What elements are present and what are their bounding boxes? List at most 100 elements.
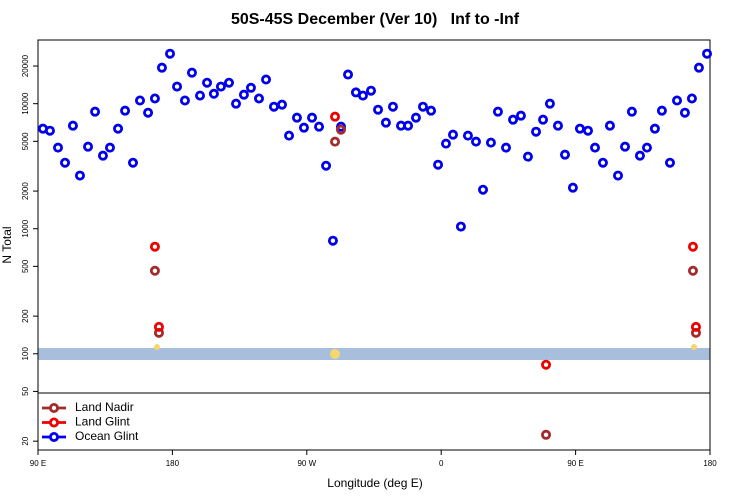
point	[455, 221, 466, 232]
point	[687, 265, 698, 276]
point	[245, 82, 256, 93]
y-tick-label: 2000	[21, 182, 30, 200]
point	[417, 101, 428, 112]
point	[440, 138, 451, 149]
y-tick-label: 20	[21, 436, 30, 445]
point	[202, 77, 213, 88]
point	[686, 93, 697, 104]
y-tick-label: 50	[21, 386, 30, 395]
point	[597, 157, 608, 168]
point	[238, 89, 249, 100]
point	[261, 74, 272, 85]
legend-swatch	[49, 402, 60, 413]
point	[492, 106, 503, 117]
point	[671, 95, 682, 106]
point	[149, 93, 160, 104]
point	[544, 98, 555, 109]
point	[83, 141, 94, 152]
point	[679, 107, 690, 118]
point	[291, 112, 302, 123]
y-tick-label: 500	[21, 259, 30, 273]
yellow-point	[154, 344, 160, 350]
point	[330, 136, 341, 147]
point	[538, 114, 549, 125]
point	[127, 157, 138, 168]
point	[335, 124, 346, 135]
density-band	[38, 348, 710, 360]
point	[462, 130, 473, 141]
y-tick-label: 100	[21, 347, 30, 361]
point	[67, 120, 78, 131]
y-tick-label: 20000	[21, 54, 30, 77]
legend-label: Ocean Glint	[75, 429, 139, 443]
point	[195, 90, 206, 101]
point	[90, 106, 101, 117]
point	[590, 142, 601, 153]
point	[690, 321, 701, 332]
point	[277, 99, 288, 110]
point	[403, 120, 414, 131]
x-tick-label: 90 E	[30, 459, 46, 468]
point	[541, 429, 552, 440]
point	[223, 77, 234, 88]
point	[426, 105, 437, 116]
y-tick-label: 10000	[21, 92, 30, 115]
point	[552, 120, 563, 131]
chart-title: 50S-45S December (Ver 10) Inf to -Inf	[231, 11, 520, 28]
legend-label: Land Glint	[75, 415, 130, 429]
yellow-point	[330, 349, 340, 359]
legend-label: Land Nadir	[75, 400, 134, 414]
point	[478, 184, 489, 195]
point	[470, 136, 481, 147]
y-axis-label: N Total	[0, 226, 14, 263]
y-tick-label: 5000	[21, 132, 30, 150]
point	[44, 125, 55, 136]
point	[321, 160, 332, 171]
point	[120, 105, 131, 116]
point	[134, 95, 145, 106]
legend-swatch	[49, 417, 60, 428]
point	[254, 93, 265, 104]
point	[165, 48, 176, 59]
x-tick-label: 180	[166, 459, 180, 468]
point	[153, 321, 164, 332]
point	[380, 117, 391, 128]
x-axis-label: Longitude (deg E)	[327, 476, 422, 490]
point	[373, 104, 384, 115]
point	[656, 105, 667, 116]
point	[515, 110, 526, 121]
point	[485, 137, 496, 148]
point	[620, 141, 631, 152]
point	[687, 241, 698, 252]
point	[97, 150, 108, 161]
point	[104, 142, 115, 153]
x-tick-label: 180	[703, 459, 717, 468]
point	[613, 170, 624, 181]
point	[702, 48, 713, 59]
point	[410, 112, 421, 123]
x-tick-label: 90 W	[297, 459, 316, 468]
point	[604, 120, 615, 131]
point	[387, 101, 398, 112]
point	[649, 123, 660, 134]
x-tick-label: 0	[439, 459, 444, 468]
point	[664, 157, 675, 168]
point	[327, 235, 338, 246]
point	[366, 85, 377, 96]
legend-swatch	[49, 431, 60, 442]
point	[179, 95, 190, 106]
point	[559, 149, 570, 160]
point	[567, 182, 578, 193]
point	[693, 62, 704, 73]
point	[582, 125, 593, 136]
point	[208, 88, 219, 99]
point	[53, 142, 64, 153]
point	[641, 142, 652, 153]
point	[634, 150, 645, 161]
point	[531, 126, 542, 137]
point	[231, 98, 242, 109]
point	[343, 69, 354, 80]
point	[522, 151, 533, 162]
